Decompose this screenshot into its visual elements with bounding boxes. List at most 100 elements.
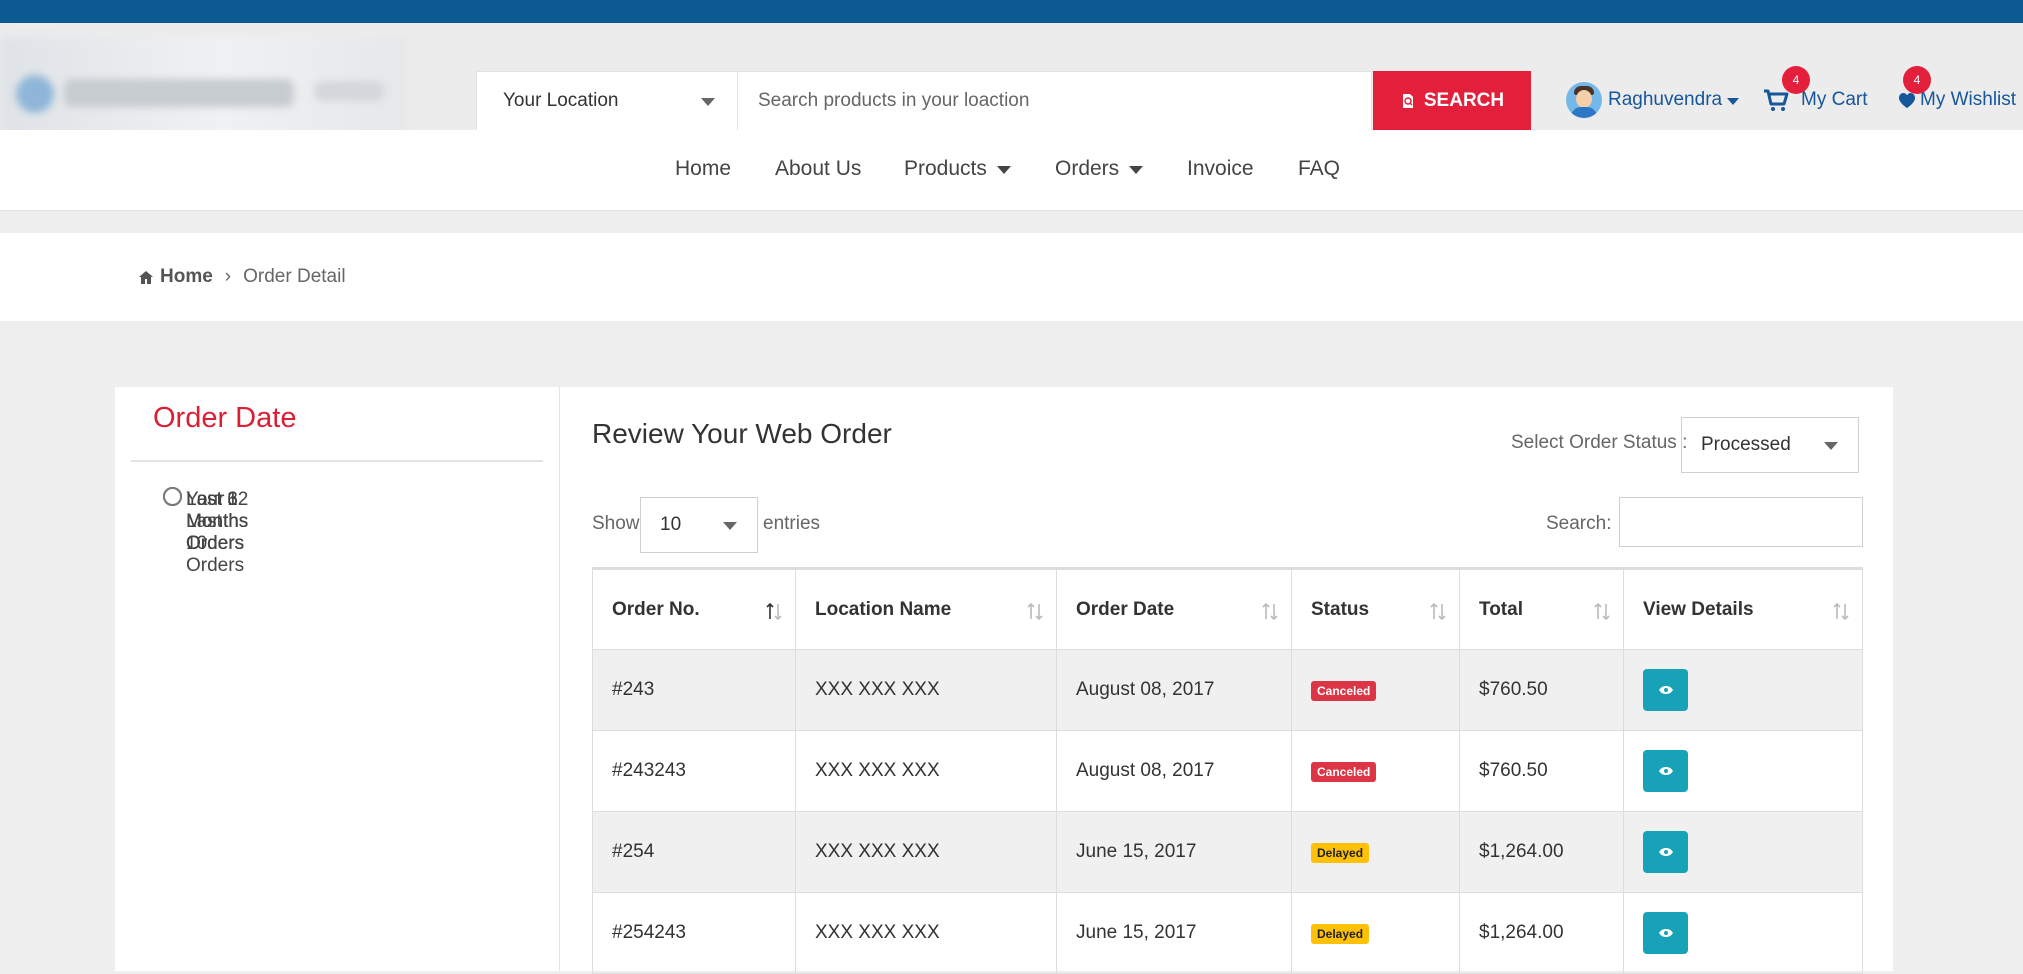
filter-radio-last-12-months[interactable] [163, 487, 182, 506]
order-date-cell: August 08, 2017 [1056, 649, 1292, 731]
column-view-details[interactable]: View Details [1623, 567, 1863, 650]
nav-invoice-label: Invoice [1187, 157, 1254, 180]
breadcrumb: Home › Order Detail [138, 266, 346, 288]
table-search-input[interactable] [1619, 497, 1863, 547]
order-date-filter-list: Your Last 10 Orders Last Month Orders La… [131, 460, 543, 576]
sort-icon[interactable] [1593, 600, 1611, 622]
filter-label-last-month: Last Month Orders [186, 489, 245, 554]
column-order-no-label: Order No. [612, 598, 700, 620]
nav-about-us-label: About Us [775, 157, 862, 180]
entries-label: entries [763, 513, 821, 534]
status-cell: Delayed [1291, 811, 1460, 893]
order-no-cell: #254 [592, 811, 796, 893]
sort-icon[interactable] [1429, 600, 1447, 622]
nav-products[interactable]: Products [904, 157, 1011, 181]
products-chevron-down-icon [996, 165, 1011, 174]
breadcrumb-current-page: Order Detail [243, 266, 346, 287]
nav-orders[interactable]: Orders [1055, 157, 1144, 181]
web-orders-panel: Review Your Web Order Select Order Statu… [560, 387, 1893, 974]
column-order-date[interactable]: Order Date [1056, 567, 1292, 650]
my-wishlist-link[interactable]: 4 My Wishlist [1897, 66, 2017, 121]
breadcrumb-home-link[interactable]: Home [138, 266, 213, 288]
sort-ascending-icon[interactable] [765, 600, 783, 622]
column-total[interactable]: Total [1459, 567, 1624, 650]
order-date-cell: August 08, 2017 [1056, 730, 1292, 812]
status-badge: Canceled [1311, 762, 1377, 782]
nav-faq-label: FAQ [1298, 157, 1341, 180]
total-cell: $1,264.00 [1459, 811, 1624, 893]
logo-mark [16, 75, 54, 113]
cart-icon [1764, 89, 1789, 111]
show-entries-label: Show [592, 513, 640, 534]
column-location-name[interactable]: Location Name [795, 567, 1057, 650]
column-location-name-label: Location Name [815, 598, 952, 620]
logo-wordmark [64, 79, 294, 107]
status-cell: Canceled [1291, 649, 1460, 731]
user-menu-caret-icon [1727, 97, 1740, 105]
column-view-details-label: View Details [1643, 598, 1754, 620]
view-details-cell [1623, 649, 1863, 731]
order-date-filter-panel: Order Date Your Last 10 Orders Last Mont… [115, 387, 560, 971]
sort-icon[interactable] [1261, 600, 1279, 622]
search-button[interactable]: SEARCH [1373, 71, 1531, 131]
filter-label-last-6-months: Last 6 Months Orders [186, 489, 249, 554]
status-badge: Delayed [1311, 843, 1370, 863]
location-select[interactable]: Your Location [476, 71, 738, 131]
location-name-cell: XXX XXX XXX [795, 892, 1057, 974]
table-search-label: Search: [1546, 513, 1612, 534]
eye-icon [1658, 848, 1673, 856]
eye-icon [1658, 929, 1673, 937]
nav-invoice[interactable]: Invoice [1187, 157, 1254, 181]
nav-orders-label: Orders [1055, 157, 1120, 180]
orders-chevron-down-icon [1129, 165, 1144, 174]
heart-icon [1899, 93, 1915, 108]
table-row: #243 XXX XXX XXX August 08, 2017 Cancele… [592, 649, 1863, 731]
nav-faq[interactable]: FAQ [1298, 157, 1340, 181]
chevron-down-icon [701, 98, 715, 106]
user-menu[interactable]: Raghuvendra [1566, 79, 1740, 121]
nav-home[interactable]: Home [675, 157, 731, 181]
view-details-button[interactable] [1643, 669, 1688, 711]
my-cart-label: My Cart [1801, 89, 1868, 110]
sort-icon[interactable] [1832, 600, 1850, 622]
view-details-cell [1623, 730, 1863, 812]
view-details-cell [1623, 811, 1863, 893]
order-no-cell: #243 [592, 649, 796, 731]
my-wishlist-label: My Wishlist [1920, 89, 2017, 110]
filter-label-last-10: Your Last 10 Orders [186, 489, 245, 576]
order-status-select[interactable]: Processed [1681, 417, 1859, 473]
home-icon [139, 270, 153, 284]
total-cell: $760.50 [1459, 649, 1624, 731]
filter-label-last-3-months: Last 3 Months Orders [186, 489, 249, 554]
order-detail-content: Order Date Your Last 10 Orders Last Mont… [115, 387, 1893, 974]
my-cart-link[interactable]: 4 My Cart [1762, 66, 1868, 121]
view-details-button[interactable] [1643, 912, 1688, 954]
nav-products-label: Products [904, 157, 987, 180]
column-order-no[interactable]: Order No. [592, 567, 796, 650]
location-name-cell: XXX XXX XXX [795, 730, 1057, 812]
column-status-label: Status [1311, 598, 1370, 620]
sort-icon[interactable] [1026, 600, 1044, 622]
nav-home-label: Home [675, 157, 732, 180]
orders-title: Review Your Web Order [592, 418, 892, 449]
order-status-label: Select Order Status : [1511, 432, 1688, 453]
entries-count-select[interactable]: 10 [640, 497, 758, 553]
search-button-label: SEARCH [1423, 90, 1505, 111]
logo-tag [314, 81, 384, 101]
location-name-cell: XXX XXX XXX [795, 811, 1057, 893]
main-navigation: Home About Us Products Orders Invoice FA… [0, 130, 2023, 211]
column-status[interactable]: Status [1291, 567, 1460, 650]
status-badge: Canceled [1311, 681, 1377, 701]
total-cell: $1,264.00 [1459, 892, 1624, 974]
view-details-button[interactable] [1643, 831, 1688, 873]
nav-about-us[interactable]: About Us [775, 157, 861, 181]
product-search-input[interactable] [738, 71, 1372, 131]
top-strip [0, 0, 2023, 23]
search-icon [1402, 94, 1413, 108]
order-status-value: Processed [1701, 434, 1791, 455]
user-name: Raghuvendra [1608, 89, 1723, 110]
order-date-cell: June 15, 2017 [1056, 811, 1292, 893]
view-details-button[interactable] [1643, 750, 1688, 792]
site-logo[interactable] [0, 37, 406, 137]
location-name-cell: XXX XXX XXX [795, 649, 1057, 731]
